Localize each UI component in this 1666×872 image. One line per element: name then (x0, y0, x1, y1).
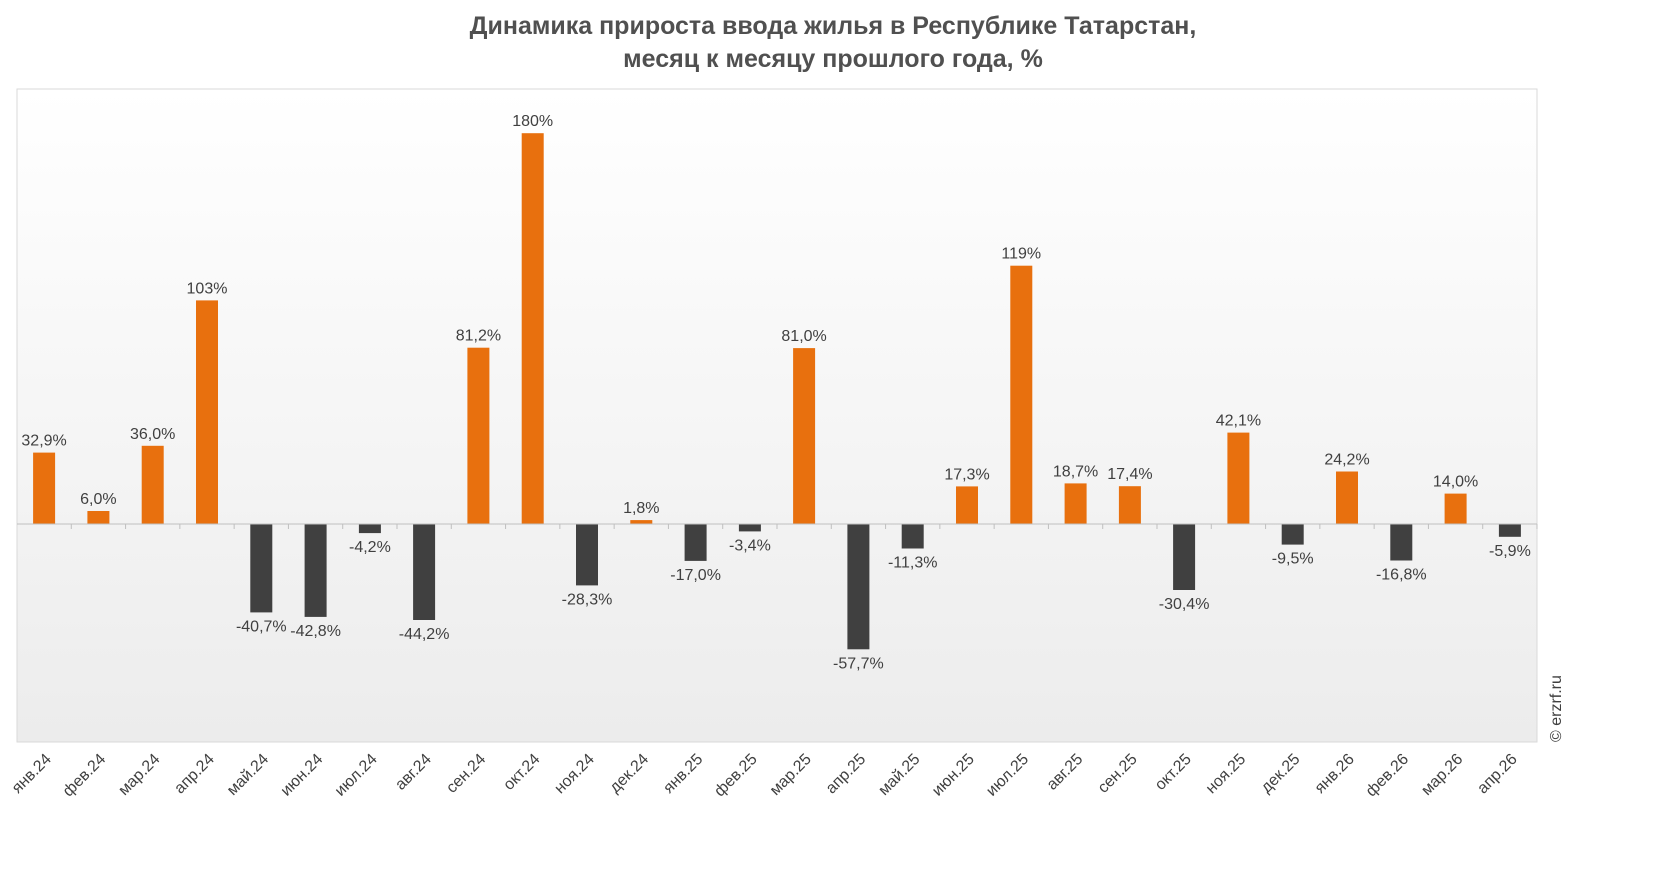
bar-июн.24 (304, 524, 327, 617)
x-tick-фев.25: фев.25 (711, 751, 760, 800)
value-label-июн.24: -42,8% (290, 623, 341, 640)
bar-сен.24 (467, 347, 490, 524)
x-tick-мар.25: мар.25 (767, 751, 815, 799)
x-tick-дек.25: дек.25 (1258, 751, 1304, 797)
watermark: © erzrf.ru (1548, 675, 1565, 742)
x-tick-окт.25: окт.25 (1152, 751, 1195, 794)
value-label-ноя.24: -28,3% (562, 591, 613, 608)
x-tick-апр.25: апр.25 (823, 751, 870, 798)
value-label-авг.24: -44,2% (399, 626, 450, 643)
x-tick-окт.24: окт.24 (500, 751, 543, 794)
bar-окт.24 (521, 133, 544, 524)
value-label-июн.25: 17,3% (944, 466, 989, 483)
value-label-май.24: -40,7% (236, 618, 287, 635)
value-label-мар.24: 36,0% (130, 426, 175, 443)
x-tick-мар.26: мар.26 (1418, 751, 1466, 799)
bar-фев.25 (738, 524, 761, 532)
value-label-ноя.25: 42,1% (1216, 413, 1261, 430)
bar-ноя.25 (1227, 432, 1250, 524)
x-tick-сен.25: сен.25 (1095, 751, 1141, 797)
value-label-фев.24: 6,0% (80, 491, 116, 508)
value-label-янв.24: 32,9% (21, 433, 66, 450)
x-tick-апр.26: апр.26 (1474, 751, 1521, 798)
x-tick-авг.25: авг.25 (1044, 751, 1087, 794)
value-label-сен.24: 81,2% (456, 328, 501, 345)
value-label-янв.26: 24,2% (1324, 452, 1369, 469)
x-tick-фев.24: фев.24 (60, 751, 109, 800)
bar-мар.26 (1444, 493, 1467, 524)
value-label-окт.24: 180% (512, 113, 553, 130)
chart-title: Динамика прироста ввода жилья в Республи… (0, 10, 1666, 76)
value-label-апр.24: 103% (187, 280, 228, 297)
value-label-мар.25: 81,0% (781, 328, 826, 345)
bar-ноя.24 (576, 524, 598, 586)
x-tick-июн.25: июн.25 (929, 751, 978, 800)
value-labels: 32,9% 6,0% 36,0% 103% -40,7% -42,8% -4,2% -44,2… (21, 113, 1530, 672)
x-tick-авг.24: авг.24 (392, 751, 435, 794)
x-tick-дек.24: дек.24 (607, 751, 653, 797)
plot-area (16, 88, 1538, 743)
x-tick-июл.25: июл.25 (983, 751, 1032, 800)
bar-апр.26 (1498, 524, 1521, 537)
bar-апр.25 (847, 524, 870, 650)
title-line-2: месяц к месяцу прошлого года, % (623, 45, 1043, 73)
value-label-дек.24: 1,8% (623, 500, 659, 517)
bar-окт.25 (1173, 524, 1196, 590)
bar-дек.24 (630, 520, 653, 524)
value-label-фев.25: -3,4% (729, 537, 771, 554)
bar-май.25 (901, 524, 924, 549)
value-label-янв.25: -17,0% (670, 567, 721, 584)
value-label-апр.25: -57,7% (833, 655, 884, 672)
bar-дек.25 (1281, 524, 1304, 545)
value-label-авг.25: 18,7% (1053, 463, 1098, 480)
value-label-дек.25: -9,5% (1272, 551, 1314, 568)
value-label-сен.25: 17,4% (1107, 466, 1152, 483)
bar-июл.25 (1010, 265, 1033, 524)
bar-авг.24 (413, 524, 436, 620)
value-label-июл.25: 119% (1001, 246, 1041, 263)
x-tick-янв.25: янв.25 (660, 751, 706, 797)
x-axis (17, 523, 1538, 529)
x-tick-май.25: май.25 (875, 751, 923, 799)
bar-июн.25 (956, 486, 978, 524)
value-label-фев.26: -16,8% (1376, 567, 1427, 584)
x-tick-июл.24: июл.24 (332, 751, 381, 800)
x-tick-апр.24: апр.24 (171, 751, 218, 798)
x-tick-фев.26: фев.26 (1363, 751, 1412, 800)
x-tick-янв.26: янв.26 (1312, 751, 1358, 797)
bar-янв.26 (1336, 471, 1358, 524)
bar-янв.25 (684, 524, 707, 561)
bar-янв.24 (33, 452, 56, 524)
bar-фев.26 (1390, 524, 1413, 561)
x-tick-ноя.25: ноя.25 (1203, 751, 1249, 797)
x-tick-мар.24: мар.24 (115, 751, 163, 799)
x-tick-сен.24: сен.24 (443, 751, 489, 797)
value-label-май.25: -11,3% (888, 555, 938, 572)
bar-мар.24 (141, 445, 164, 524)
bar-июл.24 (358, 524, 381, 534)
value-label-мар.26: 14,0% (1433, 474, 1478, 491)
bar-мар.25 (793, 348, 816, 524)
x-tick-ноя.24: ноя.24 (551, 751, 597, 797)
bar-авг.25 (1064, 483, 1087, 524)
bar-апр.24 (196, 300, 218, 524)
x-tick-labels: янв.24 фев.24 мар.24 апр.24 май.24 июн.24 июл.… (9, 751, 1521, 800)
bar-сен.25 (1118, 486, 1141, 524)
value-label-июл.24: -4,2% (349, 539, 391, 556)
bar-фев.24 (87, 511, 110, 524)
value-label-апр.26: -5,9% (1489, 543, 1531, 560)
x-tick-янв.24: янв.24 (9, 751, 55, 797)
x-tick-май.24: май.24 (224, 751, 272, 799)
bar-май.24 (250, 524, 273, 613)
x-tick-июн.24: июн.24 (278, 751, 327, 800)
value-label-окт.25: -30,4% (1159, 596, 1210, 613)
title-line-1: Динамика прироста ввода жилья в Республи… (469, 12, 1197, 40)
bars-group (33, 133, 1521, 650)
